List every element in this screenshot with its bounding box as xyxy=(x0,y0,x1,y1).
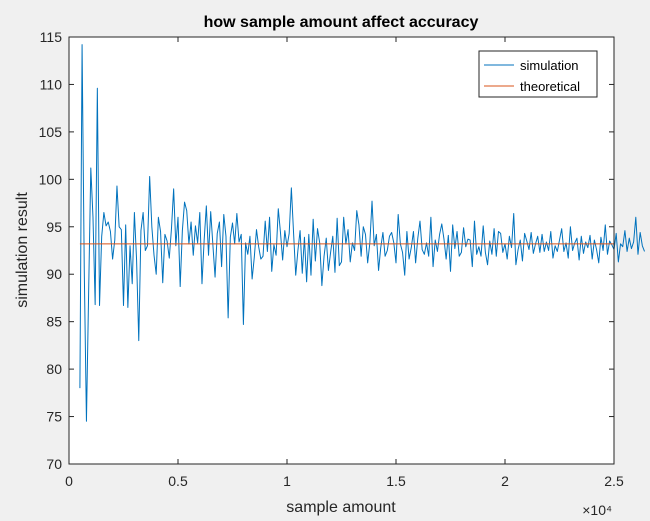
y-tick-label: 90 xyxy=(46,266,62,282)
y-tick-label: 115 xyxy=(40,29,63,45)
x-tick-label: 1 xyxy=(283,473,291,489)
x-tick-label: 0.5 xyxy=(168,473,188,489)
y-tick-label: 80 xyxy=(46,361,62,377)
ticks-layer: 0 0.5 1 1.5 2 2.5 70 75 80 85 90 95 100 105 110 115 xyxy=(39,29,624,489)
y-tick-label: 100 xyxy=(39,171,63,187)
x-tick-label: 1.5 xyxy=(386,473,406,489)
x-axis-label: sample amount xyxy=(286,499,396,516)
series-line-simulation xyxy=(79,44,645,422)
x-tick-label: 2 xyxy=(501,473,509,489)
chart-title: how sample amount affect accuracy xyxy=(204,14,479,31)
plot-area xyxy=(69,37,614,464)
x-axis-exponent: ×10⁴ xyxy=(582,502,612,518)
x-tick-label: 0 xyxy=(65,473,73,489)
legend-label-theoretical: theoretical xyxy=(520,79,580,94)
legend-label-simulation: simulation xyxy=(520,58,579,73)
y-tick-label: 105 xyxy=(39,124,63,140)
x-tick-label: 2.5 xyxy=(604,473,624,489)
plot-frame xyxy=(68,36,615,465)
y-axis-label: simulation result xyxy=(14,192,31,308)
legend-box xyxy=(478,50,598,98)
y-tick-label: 70 xyxy=(46,456,62,472)
legend: simulation theoretical xyxy=(478,50,598,98)
y-tick-label: 95 xyxy=(46,219,62,235)
series-layer xyxy=(79,44,645,422)
y-tick-label: 110 xyxy=(40,76,63,92)
y-tick-label: 85 xyxy=(46,314,62,330)
y-tick-label: 75 xyxy=(46,409,62,425)
